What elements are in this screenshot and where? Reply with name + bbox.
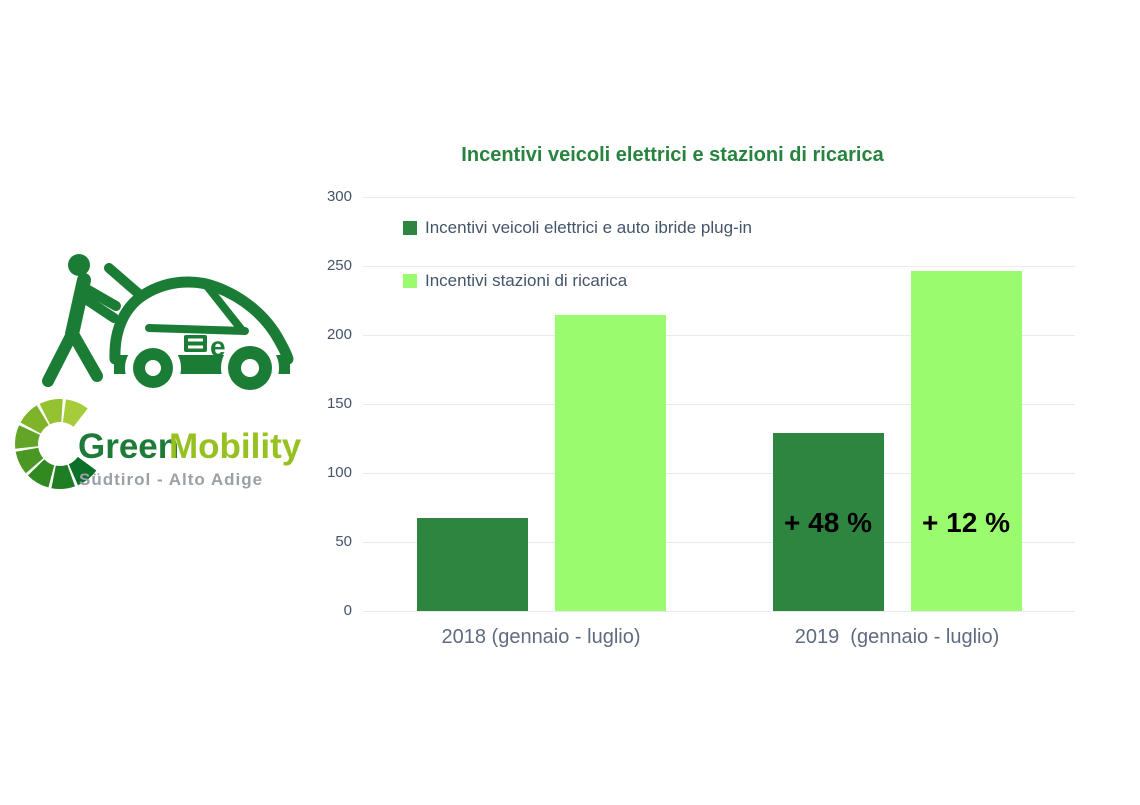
car-e-emblem: e xyxy=(210,331,226,362)
car-open-hatch xyxy=(104,263,144,299)
gridline-0 xyxy=(363,611,1075,612)
chart-title: Incentivi veicoli elettrici e stazioni d… xyxy=(461,144,884,166)
y-axis-tick-50: 50 xyxy=(335,532,352,550)
brand-tagline: Südtirol - Alto Adige xyxy=(79,470,263,489)
logo-arc-segment-4 xyxy=(15,447,44,474)
category-label-2019: 2019 (gennaio - luglio) xyxy=(794,626,1000,648)
bar-annotation: + 48 % xyxy=(784,507,872,538)
logo-arc-icon xyxy=(14,399,97,490)
greenmobility-logo: e Green Mobility Südtirol - Alto Adige xyxy=(14,254,302,490)
person-head xyxy=(68,254,90,276)
logo-arc-segment-3 xyxy=(14,425,40,449)
y-axis-tick-0: 0 xyxy=(343,602,352,619)
person-arm-upper xyxy=(78,282,121,311)
person-leg-back xyxy=(42,328,78,387)
ev-car-illustration: e xyxy=(42,254,294,397)
bar-2018-series-1 xyxy=(554,315,666,611)
y-axis-tick-100: 100 xyxy=(326,463,352,481)
legend-item-1: Incentivi stazioni di ricarica xyxy=(403,271,627,291)
logo-arc-segment-0 xyxy=(62,399,88,427)
front-wheel-hub xyxy=(241,359,259,377)
legend-item-0: Incentivi veicoli elettrici e auto ibrid… xyxy=(403,218,752,238)
gridline-250 xyxy=(363,265,1075,267)
bar-2019-series-1 xyxy=(910,271,1022,611)
person-arm-lower xyxy=(76,291,119,323)
logo-arc-segment-2 xyxy=(20,405,49,434)
category-label-2018: 2018 (gennaio - luglio) xyxy=(441,626,641,648)
plug-icon-slots xyxy=(188,338,203,349)
bar-2018-series-0 xyxy=(416,518,528,611)
y-axis-tick-200: 200 xyxy=(326,325,352,343)
logo-arc-segment-6 xyxy=(51,464,75,490)
legend-swatch-icon-0 xyxy=(403,221,417,235)
logo-arc-segment-1 xyxy=(39,399,63,425)
y-axis-tick-300: 300 xyxy=(326,187,352,205)
legend-label-0: Incentivi veicoli elettrici e auto ibrid… xyxy=(425,218,752,237)
brand-name-green: Green xyxy=(78,427,179,466)
gridline-100 xyxy=(363,472,1075,474)
bar-annotation: + 12 % xyxy=(922,507,1010,538)
legend-swatch-icon-1 xyxy=(403,274,417,288)
bar-2019-series-0 xyxy=(772,432,884,611)
car-a-pillar xyxy=(203,282,245,333)
rear-wheel-hub xyxy=(145,360,161,376)
legend-label-1: Incentivi stazioni di ricarica xyxy=(425,271,628,290)
y-axis-tick-150: 150 xyxy=(326,394,352,412)
gridline-300 xyxy=(363,196,1075,198)
brand-name-mobility: Mobility xyxy=(169,427,302,466)
gridline-200 xyxy=(363,334,1075,336)
plug-icon xyxy=(184,335,207,352)
logo-arc-segment-5 xyxy=(27,459,55,488)
gridline-50 xyxy=(363,541,1075,543)
person-leg-front xyxy=(67,328,103,382)
y-axis-tick-250: 250 xyxy=(326,256,352,274)
car-beltline xyxy=(145,324,249,335)
gridline-150 xyxy=(363,403,1075,405)
logo-arc-segment-7 xyxy=(68,456,97,486)
